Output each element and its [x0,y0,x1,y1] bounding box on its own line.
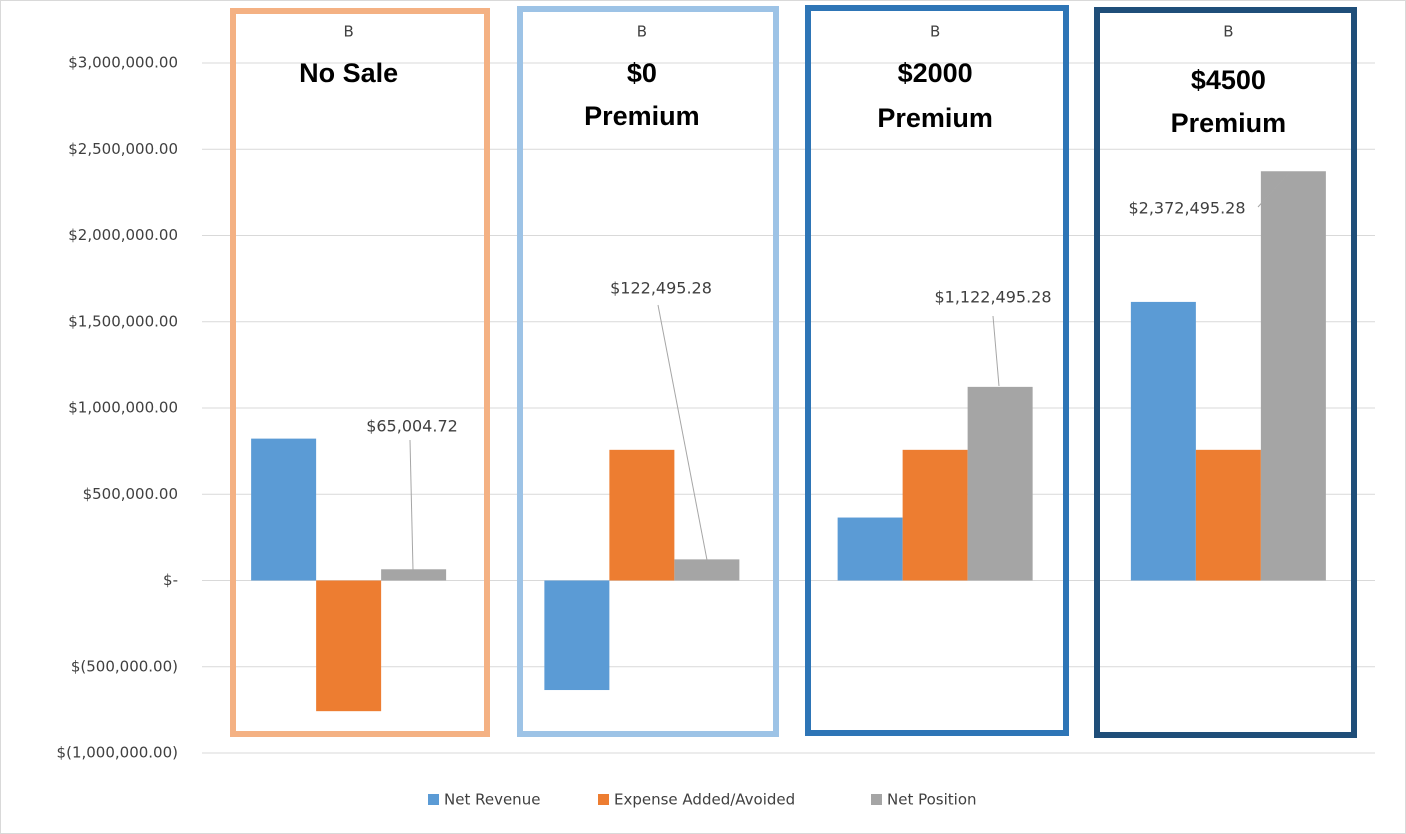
legend-swatch [871,794,882,805]
y-tick-label: $2,000,000.00 [68,226,178,244]
bar [1195,449,1261,581]
group-frame [230,8,490,737]
y-tick-label: $(1,000,000.00) [57,744,178,762]
y-tick-label: $2,500,000.00 [68,140,178,158]
group-title: Premium [584,101,700,131]
category-label: B [343,23,353,41]
y-tick-label: $3,000,000.00 [68,54,178,72]
y-tick-label: $1,500,000.00 [68,312,178,330]
bar [1130,301,1196,581]
data-label: $65,004.72 [366,417,458,436]
legend-swatch [598,794,609,805]
bar [674,559,740,581]
category-label: B [1223,23,1233,41]
bar [251,438,317,581]
legend-swatch [428,794,439,805]
leader-line [409,439,414,571]
y-tick-label: $- [163,571,178,589]
group-title: $2000 [898,58,973,88]
group-title: $4500 [1191,65,1266,95]
legend-label: Net Revenue [444,791,540,809]
bar [381,569,447,581]
legend-label: Expense Added/Avoided [614,791,795,809]
bar [837,517,903,581]
group-title: Premium [1171,108,1287,138]
group-frame [1094,7,1357,738]
bar [902,449,968,581]
category-label: B [637,23,647,41]
bar [1260,171,1326,581]
leader-line [657,304,708,561]
leader-line [992,315,1000,387]
y-tick-label: $(500,000.00) [71,657,178,675]
group-frame [517,6,779,737]
group-title: No Sale [299,58,398,88]
legend-label: Net Position [887,791,977,809]
bar [967,386,1033,581]
data-label: $122,495.28 [610,279,712,298]
leader-line [1257,171,1291,208]
y-tick-label: $500,000.00 [83,485,178,503]
group-title: $0 [627,58,657,88]
data-label: $2,372,495.28 [1128,199,1245,218]
bar [609,449,675,581]
y-tick-label: $1,000,000.00 [68,399,178,417]
group-frame [805,5,1069,736]
bar [316,580,382,712]
group-title: Premium [877,103,993,133]
data-label: $1,122,495.28 [934,288,1051,307]
category-label: B [930,23,940,41]
bar [544,580,610,691]
